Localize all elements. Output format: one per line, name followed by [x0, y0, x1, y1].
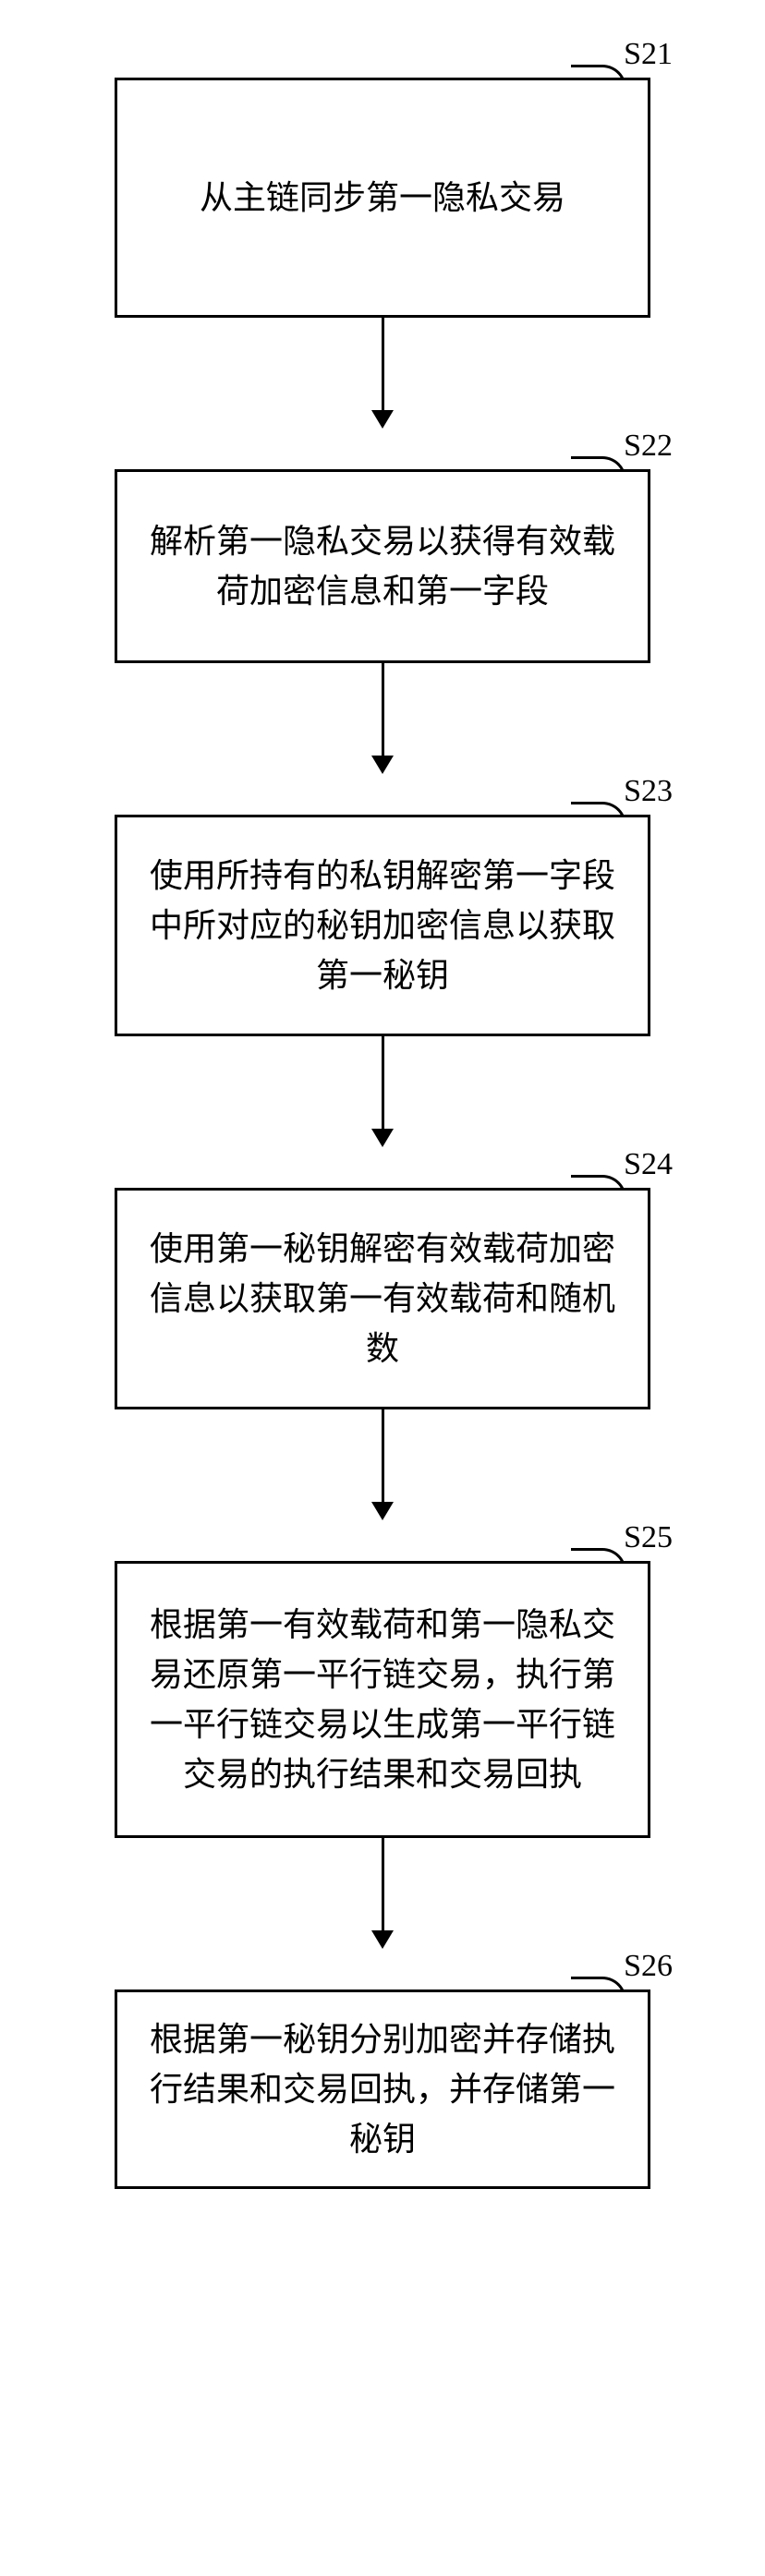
step-label: S21 — [624, 37, 673, 72]
arrow — [371, 1838, 394, 1949]
flow-box: 根据第一秘钥分别加密并存储执行结果和交易回执，并存储第一秘钥 — [115, 1989, 650, 2189]
arrow-head-icon — [371, 410, 394, 429]
flow-step: S21 从主链同步第一隐私交易 — [0, 37, 765, 429]
step-label: S24 — [624, 1147, 673, 1182]
arrow — [371, 318, 394, 429]
arrow-head-icon — [371, 1129, 394, 1147]
flow-step: S24 使用第一秘钥解密有效载荷加密信息以获取第一有效载荷和随机数 — [0, 1147, 765, 1520]
arrow-line — [382, 1036, 384, 1129]
arrow-head-icon — [371, 1930, 394, 1949]
flow-step: S23 使用所持有的私钥解密第一字段中所对应的秘钥加密信息以获取第一秘钥 — [0, 774, 765, 1147]
flow-box-text: 使用所持有的私钥解密第一字段中所对应的秘钥加密信息以获取第一秘钥 — [117, 828, 648, 1022]
arrow — [371, 663, 394, 774]
flow-box-text: 使用第一秘钥解密有效载荷加密信息以获取第一有效载荷和随机数 — [117, 1202, 648, 1396]
arrow-line — [382, 1409, 384, 1502]
label-row: S25 — [0, 1520, 765, 1555]
flow-box-text: 解析第一隐私交易以获得有效载荷加密信息和第一字段 — [117, 494, 648, 638]
arrow-head-icon — [371, 1502, 394, 1520]
flow-box: 解析第一隐私交易以获得有效载荷加密信息和第一字段 — [115, 469, 650, 663]
step-label: S22 — [624, 429, 673, 464]
flow-step: S22 解析第一隐私交易以获得有效载荷加密信息和第一字段 — [0, 429, 765, 774]
flow-step: S26 根据第一秘钥分别加密并存储执行结果和交易回执，并存储第一秘钥 — [0, 1949, 765, 2189]
flow-step: S25 根据第一有效载荷和第一隐私交易还原第一平行链交易，执行第一平行链交易以生… — [0, 1520, 765, 1949]
step-label: S26 — [624, 1949, 673, 1984]
flow-box-text: 根据第一秘钥分别加密并存储执行结果和交易回执，并存储第一秘钥 — [117, 1992, 648, 2186]
flowchart-container: S21 从主链同步第一隐私交易 S22 解析第一隐私交易以获得有效载荷加密信息和… — [0, 37, 765, 2189]
step-label: S25 — [624, 1520, 673, 1555]
flow-box-text: 从主链同步第一隐私交易 — [174, 151, 591, 245]
label-row: S24 — [0, 1147, 765, 1182]
arrow-line — [382, 1838, 384, 1930]
arrow-line — [382, 663, 384, 756]
arrow-line — [382, 318, 384, 410]
flow-box: 根据第一有效载荷和第一隐私交易还原第一平行链交易，执行第一平行链交易以生成第一平… — [115, 1561, 650, 1838]
label-row: S21 — [0, 37, 765, 72]
label-row: S26 — [0, 1949, 765, 1984]
flow-box: 从主链同步第一隐私交易 — [115, 78, 650, 318]
flow-box: 使用所持有的私钥解密第一字段中所对应的秘钥加密信息以获取第一秘钥 — [115, 815, 650, 1036]
arrow — [371, 1409, 394, 1520]
flow-box-text: 根据第一有效载荷和第一隐私交易还原第一平行链交易，执行第一平行链交易以生成第一平… — [117, 1578, 648, 1821]
arrow — [371, 1036, 394, 1147]
label-row: S23 — [0, 774, 765, 809]
label-row: S22 — [0, 429, 765, 464]
arrow-head-icon — [371, 756, 394, 774]
flow-box: 使用第一秘钥解密有效载荷加密信息以获取第一有效载荷和随机数 — [115, 1188, 650, 1409]
step-label: S23 — [624, 774, 673, 809]
